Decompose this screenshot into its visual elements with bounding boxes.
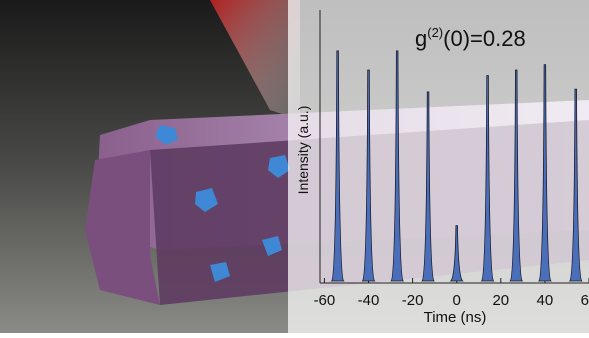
x-tick-label: 20	[492, 292, 509, 309]
peak	[509, 69, 524, 282]
peak	[568, 88, 583, 282]
annotation-base: g	[415, 26, 427, 51]
quantum-dot	[195, 188, 218, 212]
prism-end	[85, 150, 160, 305]
x-tick-label: 60	[581, 292, 589, 309]
x-tick-label: 0	[453, 292, 461, 309]
quantum-dot	[210, 262, 230, 282]
quantum-dot	[262, 236, 282, 256]
peak	[330, 50, 345, 282]
peak	[480, 75, 495, 282]
quantum-dot	[155, 125, 178, 145]
peak	[390, 50, 405, 282]
peak	[537, 64, 552, 282]
annotation-sup: (2)	[427, 25, 443, 40]
laser-beam	[210, 0, 300, 120]
x-tick-label: -20	[402, 292, 424, 309]
peak	[421, 91, 436, 282]
annotation-rest: (0)=0.28	[443, 26, 526, 51]
x-tick-label: -60	[314, 292, 336, 309]
x-tick-label: -40	[358, 292, 380, 309]
peak	[449, 225, 464, 282]
quantum-dot	[268, 155, 290, 178]
x-axis-label: Time (ns)	[424, 309, 487, 326]
y-axis-label: Intensity (a.u.)	[295, 106, 311, 195]
peak	[361, 69, 376, 282]
plot: -60 -40 -20 0 20 40 60	[314, 10, 589, 309]
annotation: g(2)(0)=0.28	[415, 25, 526, 51]
x-tick-label: 40	[537, 292, 554, 309]
